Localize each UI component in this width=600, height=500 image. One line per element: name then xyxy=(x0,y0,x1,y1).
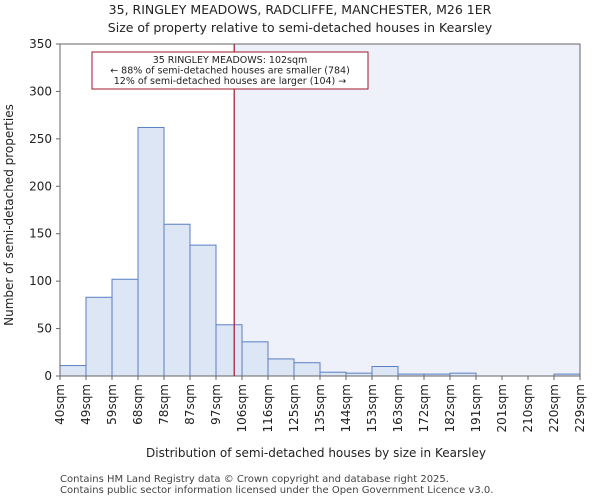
x-tick-label: 144sqm xyxy=(339,384,353,432)
x-tick-label: 97sqm xyxy=(209,384,223,425)
x-tick-label: 229sqm xyxy=(573,384,587,432)
x-tick-label: 135sqm xyxy=(313,384,327,432)
bar-59sqm xyxy=(111,278,139,377)
annotation-box xyxy=(91,51,369,90)
x-tick-label: 125sqm xyxy=(287,384,301,432)
x-tick-label: 106sqm xyxy=(235,384,249,432)
y-tick-label: 350 xyxy=(29,37,52,51)
annotation-line-3: 12% of semi-detached houses are larger (… xyxy=(114,76,347,87)
x-tick-label: 59sqm xyxy=(105,384,119,425)
x-tick-label: 220sqm xyxy=(547,384,561,432)
y-tick-label: 50 xyxy=(37,322,52,336)
x-tick-label: 40sqm xyxy=(53,384,67,425)
x-tick-label: 201sqm xyxy=(495,384,509,432)
bar-116sqm xyxy=(267,358,295,377)
annotation-line-1: 35 RINGLEY MEADOWS: 102sqm xyxy=(153,55,308,66)
bar-125sqm xyxy=(293,362,321,377)
bar-78sqm xyxy=(163,223,191,377)
x-tick-label: 172sqm xyxy=(417,384,431,432)
annotation-line-2: ← 88% of semi-detached houses are smalle… xyxy=(110,66,350,77)
chart-subtitle: Size of property relative to semi-detach… xyxy=(107,20,493,35)
bar-87sqm xyxy=(189,244,217,377)
bar-153sqm xyxy=(371,366,399,377)
x-tick-label: 182sqm xyxy=(443,384,457,432)
x-tick-label: 87sqm xyxy=(183,384,197,425)
x-axis-label: Distribution of semi-detached houses by … xyxy=(146,446,486,460)
bar-40sqm xyxy=(59,365,87,377)
x-tick-label: 153sqm xyxy=(365,384,379,432)
y-tick-label: 100 xyxy=(29,274,52,288)
x-tick-label: 116sqm xyxy=(261,384,275,432)
chart-title: 35, RINGLEY MEADOWS, RADCLIFFE, MANCHEST… xyxy=(108,2,492,17)
y-tick-label: 150 xyxy=(29,227,52,241)
x-tick-label: 210sqm xyxy=(521,384,535,432)
y-tick-label: 0 xyxy=(44,369,52,383)
y-tick-label: 300 xyxy=(29,84,52,98)
x-tick-label: 191sqm xyxy=(469,384,483,432)
bar-49sqm xyxy=(85,296,113,377)
footer-line-1: Contains HM Land Registry data © Crown c… xyxy=(60,474,449,485)
y-tick-label: 250 xyxy=(29,132,52,146)
larger-region-shade xyxy=(234,44,580,376)
x-tick-label: 163sqm xyxy=(391,384,405,432)
y-tick-label: 200 xyxy=(29,179,52,193)
histogram-chart: 0 50 100 150 200 250 300 350 40sqm 49sqm 59sqm 68s… xyxy=(2,37,587,460)
x-tick-label: 49sqm xyxy=(79,384,93,425)
bar-68sqm xyxy=(137,126,165,377)
footer-line-2: Contains public sector information licen… xyxy=(60,485,494,496)
bar-135sqm xyxy=(319,371,347,377)
x-tick-label: 78sqm xyxy=(157,384,171,425)
y-axis-label: Number of semi-detached properties xyxy=(2,104,16,326)
x-tick-label: 68sqm xyxy=(131,384,145,425)
bar-97sqm xyxy=(215,324,243,377)
bar-106sqm xyxy=(241,341,269,377)
